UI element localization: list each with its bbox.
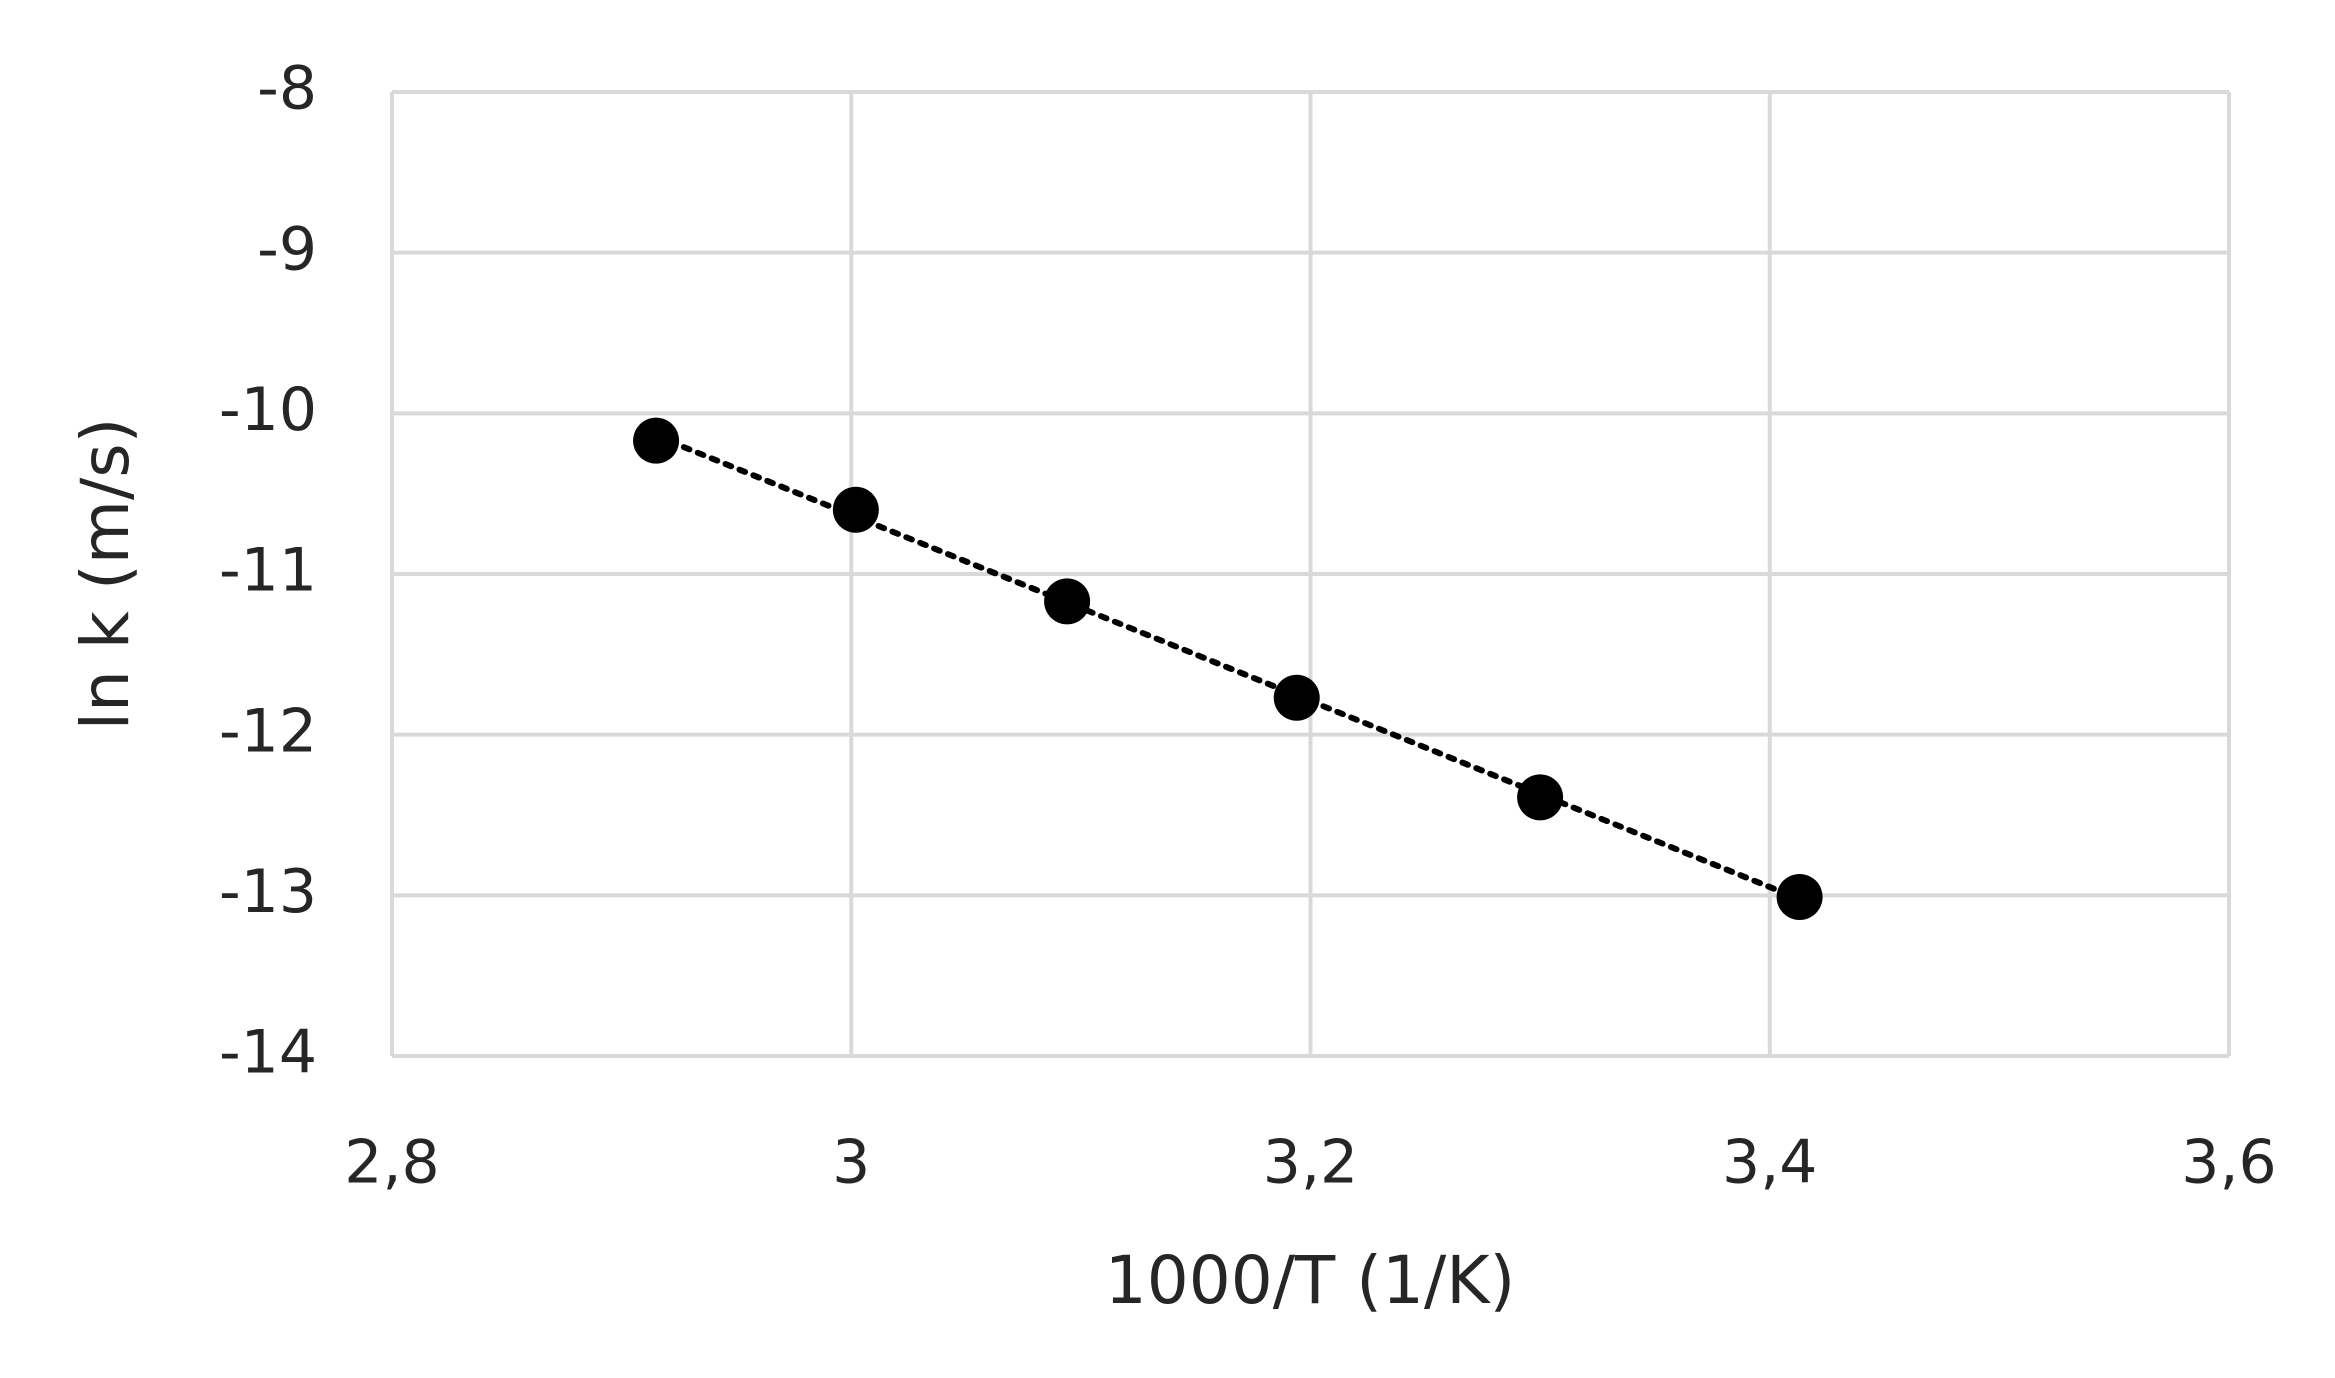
trendline — [653, 432, 1803, 903]
y-axis-title: ln k (m/s) — [67, 418, 144, 731]
y-tick-label: -14 — [219, 1018, 317, 1088]
y-tick-label: -11 — [219, 536, 317, 606]
x-tick-label: 2,8 — [344, 1128, 439, 1198]
data-point — [633, 417, 680, 464]
x-tick-label: 3 — [832, 1128, 870, 1198]
x-tick-label: 3,2 — [1263, 1128, 1358, 1198]
y-tick-label: -9 — [257, 214, 317, 284]
data-point — [1044, 578, 1091, 625]
data-point — [832, 486, 879, 533]
x-axis-title: 1000/T (1/K) — [1105, 1242, 1516, 1319]
x-tick-label: 3,4 — [1722, 1128, 1817, 1198]
data-point — [1776, 873, 1823, 920]
data-point — [1273, 674, 1320, 721]
y-tick-label: -10 — [219, 375, 317, 445]
x-tick-label: 3,6 — [2181, 1128, 2276, 1198]
y-tick-label: -12 — [219, 696, 317, 766]
y-tick-label: -13 — [219, 857, 317, 927]
y-tick-label: -8 — [257, 54, 317, 124]
data-point — [1517, 774, 1564, 821]
